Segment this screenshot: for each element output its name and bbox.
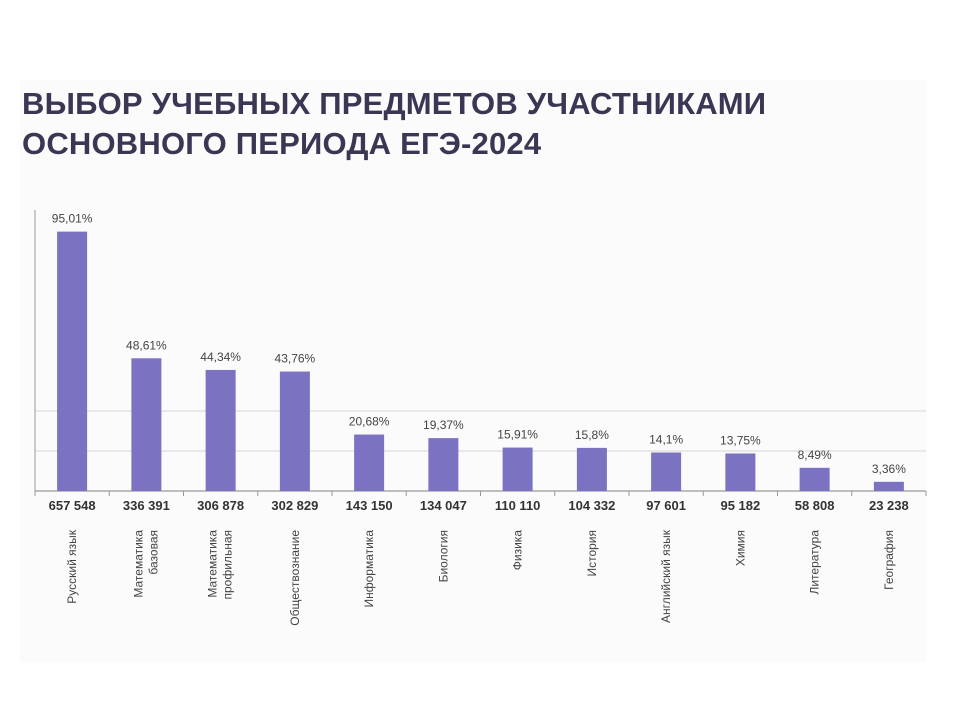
count-label: 104 332 (568, 498, 615, 513)
count-label: 58 808 (795, 498, 835, 513)
category-label-line: История (585, 530, 599, 577)
category-label: Физика (511, 530, 525, 571)
value-label: 19,37% (423, 418, 464, 432)
value-label: 43,76% (275, 352, 316, 366)
bar (725, 453, 756, 491)
chart-title-line-2: ОСНОВНОГО ПЕРИОДА ЕГЭ-2024 (22, 126, 542, 161)
bar (57, 231, 88, 492)
bar (279, 371, 310, 491)
count-label: 306 878 (197, 498, 244, 513)
category-label: История (585, 530, 599, 577)
category-label: География (882, 530, 896, 590)
value-label: 15,91% (497, 428, 538, 442)
count-label: 336 391 (123, 498, 170, 513)
slide-background (20, 80, 926, 662)
count-label: 110 110 (495, 498, 541, 513)
value-label: 8,49% (798, 448, 832, 462)
bar (354, 434, 385, 491)
category-label: Математикабазовая (131, 530, 160, 598)
category-label: Биология (436, 530, 450, 582)
category-label: Литература (808, 530, 822, 595)
bar (205, 369, 236, 491)
category-label-line: Физика (511, 530, 525, 571)
value-label: 13,75% (720, 433, 761, 447)
category-label-line: Русский язык (65, 529, 79, 603)
bar (799, 467, 830, 491)
category-label-line: базовая (146, 530, 160, 575)
value-label: 95,01% (52, 212, 93, 226)
category-label: Информатика (362, 530, 376, 608)
chart-title: ВЫБОР УЧЕБНЫХ ПРЕДМЕТОВ УЧАСТНИКАМИ ОСНО… (22, 84, 922, 164)
bar (651, 452, 682, 491)
count-label: 97 601 (646, 498, 686, 513)
count-label: 134 047 (420, 498, 467, 513)
category-label-line: Английский язык (659, 529, 673, 623)
bar (576, 447, 607, 491)
category-label-line: Математика (206, 530, 220, 598)
category-label-line: Информатика (362, 530, 376, 608)
chart-title-line-1: ВЫБОР УЧЕБНЫХ ПРЕДМЕТОВ УЧАСТНИКАМИ (22, 86, 767, 121)
value-label: 20,68% (349, 415, 390, 429)
category-label-line: профильная (221, 530, 235, 599)
value-label: 44,34% (200, 350, 241, 364)
count-label: 143 150 (346, 498, 393, 513)
category-label-line: Биология (436, 530, 450, 582)
bar (428, 438, 459, 491)
value-label: 15,8% (575, 428, 609, 442)
value-label: 14,1% (649, 433, 683, 447)
category-label: Английский язык (659, 529, 673, 623)
count-label: 657 548 (49, 498, 96, 513)
bar (502, 447, 533, 491)
category-label-line: Химия (733, 530, 747, 566)
category-label: Математикапрофильная (206, 530, 235, 600)
count-label: 302 829 (271, 498, 318, 513)
category-label: Обществознание (288, 530, 302, 626)
bar (873, 481, 904, 491)
value-label: 3,36% (872, 462, 906, 476)
category-label: Химия (733, 530, 747, 566)
count-label: 23 238 (869, 498, 909, 513)
value-label: 48,61% (126, 338, 167, 352)
category-label-line: Обществознание (288, 530, 302, 626)
category-label-line: География (882, 530, 896, 590)
category-label: Русский язык (65, 529, 79, 603)
category-label-line: Литература (808, 530, 822, 595)
count-label: 95 182 (720, 498, 760, 513)
bar (131, 358, 162, 491)
category-label-line: Математика (131, 530, 145, 598)
